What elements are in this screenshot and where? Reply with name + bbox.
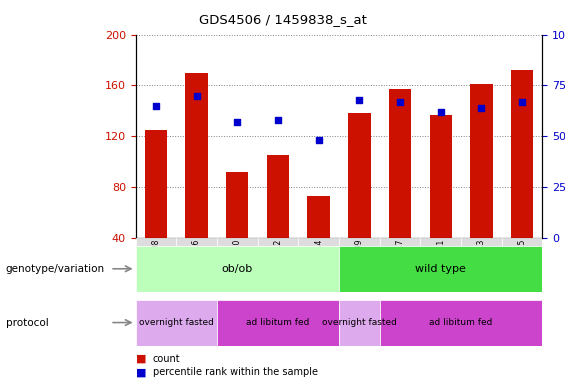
Text: ob/ob: ob/ob xyxy=(221,264,253,274)
Text: GSM967008: GSM967008 xyxy=(151,238,160,285)
Bar xyxy=(136,300,217,346)
Text: ad libitum fed: ad libitum fed xyxy=(429,318,493,327)
Text: GSM967010: GSM967010 xyxy=(233,238,242,285)
Text: ad libitum fed: ad libitum fed xyxy=(246,318,310,327)
Text: count: count xyxy=(153,354,180,364)
Bar xyxy=(307,196,330,238)
Point xyxy=(477,105,486,111)
Bar xyxy=(176,238,217,246)
Text: percentile rank within the sample: percentile rank within the sample xyxy=(153,367,318,377)
Bar xyxy=(339,246,542,292)
Bar xyxy=(511,70,533,238)
Bar xyxy=(502,238,542,246)
Bar xyxy=(217,238,258,246)
Bar xyxy=(429,115,452,238)
Text: GSM967014: GSM967014 xyxy=(314,238,323,285)
Bar xyxy=(380,238,420,246)
Text: genotype/variation: genotype/variation xyxy=(6,264,105,274)
Bar xyxy=(389,89,411,238)
Point xyxy=(355,97,364,103)
Point xyxy=(436,109,445,115)
Text: ■: ■ xyxy=(136,367,146,377)
Point xyxy=(151,103,160,109)
Bar xyxy=(136,238,176,246)
Point xyxy=(192,93,201,99)
Bar xyxy=(380,300,542,346)
Bar xyxy=(298,238,339,246)
Text: GSM967013: GSM967013 xyxy=(477,238,486,285)
Bar xyxy=(136,246,339,292)
Text: GSM967017: GSM967017 xyxy=(396,238,405,285)
Text: GSM967015: GSM967015 xyxy=(518,238,527,285)
Bar xyxy=(258,238,298,246)
Text: overnight fasted: overnight fasted xyxy=(139,318,214,327)
Text: wild type: wild type xyxy=(415,264,466,274)
Bar xyxy=(267,156,289,238)
Bar xyxy=(470,84,493,238)
Bar xyxy=(217,300,339,346)
Bar xyxy=(145,130,167,238)
Text: protocol: protocol xyxy=(6,318,49,328)
Text: ■: ■ xyxy=(136,354,146,364)
Bar xyxy=(339,238,380,246)
Text: GSM967009: GSM967009 xyxy=(355,238,364,285)
Text: GSM967012: GSM967012 xyxy=(273,238,282,285)
Bar xyxy=(348,113,371,238)
Point xyxy=(233,119,242,125)
Point xyxy=(396,99,405,105)
Bar xyxy=(420,238,461,246)
Text: overnight fasted: overnight fasted xyxy=(322,318,397,327)
Bar xyxy=(339,300,380,346)
Point xyxy=(314,137,323,144)
Bar xyxy=(226,172,249,238)
Point xyxy=(273,117,282,123)
Point xyxy=(518,99,527,105)
Text: GDS4506 / 1459838_s_at: GDS4506 / 1459838_s_at xyxy=(198,13,367,26)
Bar xyxy=(461,238,502,246)
Bar xyxy=(185,73,208,238)
Text: GSM967011: GSM967011 xyxy=(436,238,445,285)
Text: GSM967016: GSM967016 xyxy=(192,238,201,285)
